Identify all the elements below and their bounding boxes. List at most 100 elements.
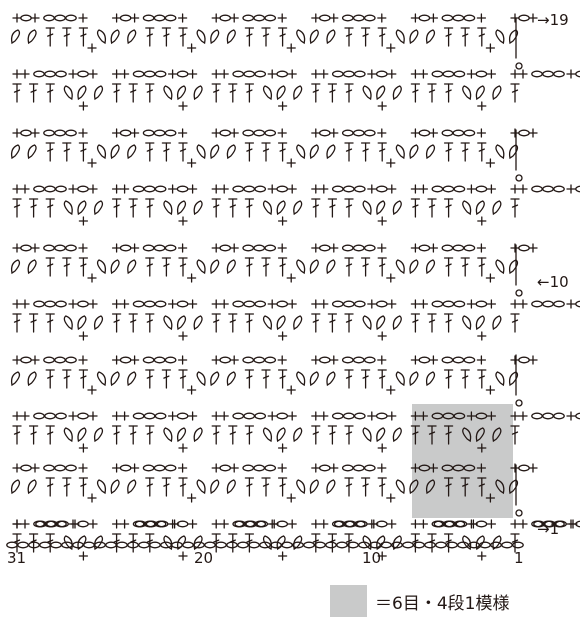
chain-symbol	[452, 356, 465, 364]
chain-symbol	[542, 300, 554, 308]
sc-symbol	[119, 184, 130, 194]
loop-symbol	[309, 259, 319, 275]
row-label-19: →19	[537, 11, 569, 29]
sc-symbol	[286, 158, 296, 168]
chain-symbol	[215, 541, 227, 549]
chain-symbol	[242, 356, 255, 364]
dc-symbol	[443, 425, 454, 445]
sc-symbol	[119, 69, 130, 79]
sc-symbol	[377, 331, 387, 341]
sc-symbol	[518, 411, 528, 421]
dc-symbol	[62, 27, 72, 47]
sc-symbol	[367, 69, 377, 79]
legend-swatch	[330, 585, 367, 617]
chain-symbol	[318, 464, 331, 472]
loop-symbol	[293, 85, 303, 101]
sc-top-3	[410, 355, 421, 365]
chain-symbol	[149, 541, 161, 549]
sc-symbol	[286, 493, 296, 503]
sc-symbol	[410, 184, 421, 194]
sc-symbol	[277, 13, 287, 23]
sc-symbol	[88, 411, 98, 421]
dc-symbol	[28, 313, 39, 333]
sc-symbol	[329, 355, 339, 365]
sc-symbol	[178, 443, 188, 453]
chain-symbol	[264, 356, 277, 364]
chain-symbol	[154, 412, 167, 420]
chain-symbol	[55, 70, 67, 78]
sc-symbol	[169, 519, 180, 529]
loop-symbol	[392, 200, 402, 216]
sc-symbol	[311, 184, 321, 194]
sc-symbol	[70, 519, 80, 529]
dc-symbol	[443, 27, 454, 47]
dc-symbol	[178, 477, 188, 497]
sc-symbol	[528, 463, 538, 473]
chain-symbol	[431, 300, 444, 308]
chain-symbol	[431, 70, 444, 78]
pattern-repeat-highlight	[412, 404, 513, 518]
chain-symbol	[542, 70, 554, 78]
dc-symbol	[45, 369, 55, 389]
chain-symbol	[226, 541, 238, 549]
loop-symbol	[226, 479, 236, 495]
sc-symbol	[386, 493, 396, 503]
sc-symbol	[319, 184, 329, 194]
sc-symbol	[311, 519, 321, 529]
dc-symbol	[510, 83, 520, 103]
chain-symbol	[375, 70, 388, 78]
sc-symbol	[267, 184, 277, 194]
chain-symbol	[352, 14, 365, 22]
chain-symbol	[276, 70, 289, 78]
chain-symbol	[453, 412, 466, 420]
chain-symbol	[33, 70, 45, 78]
sc-symbol	[319, 299, 329, 309]
dc-symbol	[360, 477, 371, 497]
dc-symbol	[460, 369, 470, 389]
sc-symbol	[78, 128, 88, 138]
dc-symbol	[344, 477, 354, 497]
dc-symbol	[145, 477, 155, 497]
sc-top-0	[311, 13, 321, 23]
chain-symbol	[65, 244, 77, 252]
loop-symbol	[196, 371, 206, 387]
sc-symbol	[186, 493, 197, 503]
dc-symbol	[178, 27, 188, 47]
sc-symbol	[377, 128, 387, 138]
chain-symbol	[331, 300, 344, 308]
loop-symbol	[10, 144, 21, 160]
sc-symbol	[187, 184, 198, 194]
dc-symbol	[78, 477, 89, 497]
sc-symbol	[219, 299, 229, 309]
sc-symbol	[20, 69, 30, 79]
chain-symbol	[435, 541, 447, 549]
sc-symbol	[30, 128, 40, 138]
chain-symbol	[276, 185, 289, 193]
loop-symbol	[409, 259, 419, 275]
dc-symbol	[111, 198, 122, 218]
sc-symbol	[219, 519, 229, 529]
sc-symbol	[329, 13, 339, 23]
sc-top-3	[311, 355, 321, 365]
sc-symbol	[20, 519, 30, 529]
loop-symbol	[409, 479, 419, 495]
chain-symbol	[475, 300, 488, 308]
chain-symbol	[353, 300, 366, 308]
chain-symbol	[555, 520, 567, 528]
chain-symbol	[153, 14, 166, 22]
dc-symbol	[45, 142, 55, 162]
dc-symbol	[311, 198, 321, 218]
dc-symbol	[244, 142, 255, 162]
sc-symbol	[485, 493, 496, 503]
chain-symbol	[253, 464, 266, 472]
sc-symbol	[287, 411, 297, 421]
sc-symbol	[528, 243, 538, 253]
chain-symbol	[441, 129, 454, 137]
chain-symbol	[518, 356, 530, 364]
dc-symbol	[327, 313, 338, 333]
sc-symbol	[167, 299, 178, 309]
sc-symbol	[129, 463, 140, 473]
sc-symbol	[111, 411, 122, 421]
sc-symbol	[178, 331, 188, 341]
chain-symbol	[341, 129, 354, 137]
